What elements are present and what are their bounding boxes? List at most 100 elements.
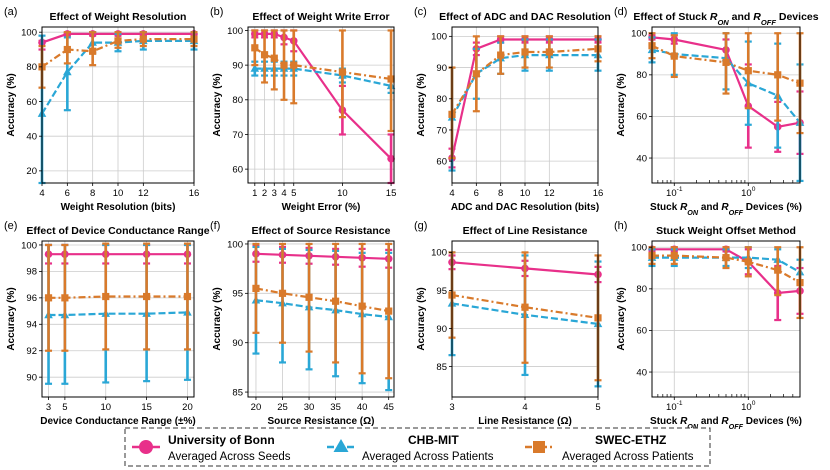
legend: University of Bonn Averaged Across Seeds… [124, 427, 711, 467]
panel-g: 85 90 95 100 3 4 5 (g) Effect of Line Resistance… [414, 220, 603, 427]
text-part: Effect of Stuck [633, 11, 709, 23]
y-tick-label: 40 [636, 153, 647, 164]
y-axis-label: Accuracy (%) [616, 287, 627, 350]
text-part: Stuck Weight Offset Method [656, 225, 796, 237]
x-axis-label: Weight Resolution (bits) [61, 202, 176, 213]
x-axis-label: Line Resistance (Ω) [478, 416, 572, 427]
text-part: Stuck [650, 202, 680, 213]
data-point-swec [472, 70, 480, 78]
x-axis-label: Stuck RON and ROFF Devices (%) [650, 202, 802, 217]
math-subscript: ON [717, 18, 729, 27]
y-axis-label: Accuracy (%) [6, 73, 17, 136]
data-point-bonn [387, 154, 395, 163]
math-subscript: OFF [729, 422, 744, 431]
data-point-swec [722, 58, 730, 66]
y-axis-label: Accuracy (%) [212, 73, 223, 136]
text-part: Device Conductance Range (±%) [40, 416, 196, 427]
x-tick-label: 8 [90, 188, 95, 199]
x-tick-label: 2 [262, 188, 267, 199]
panel-label: (b) [210, 6, 223, 18]
plot-frame [651, 26, 801, 184]
text-part: Devices (%) [743, 416, 802, 427]
y-tick-label: 100 [431, 32, 447, 43]
y-tick-label: 90 [232, 338, 243, 349]
y-axis-label: Accuracy (%) [6, 287, 17, 350]
series-line-bonn [255, 252, 389, 260]
y-tick-label: 100 [227, 239, 243, 250]
panel-title: Effect of ADC and DAC Resolution [439, 11, 611, 23]
panel-label: (g) [414, 220, 427, 232]
x-tick-label: 12 [138, 188, 149, 199]
text-part: Effect of Device Conductance Range [26, 225, 209, 237]
data-point-swec [280, 61, 288, 69]
series-line-swec [48, 295, 188, 299]
math-symbol: R [710, 11, 718, 23]
y-tick-label: 90 [436, 63, 447, 74]
plot-frame [651, 240, 801, 398]
data-point-swec [61, 294, 69, 302]
panel-a: 20 40 60 80 100 4 6 8 10 12 16 (a) Effect of Weight … [4, 6, 199, 213]
data-point-swec [114, 37, 122, 45]
y-tick-label: 80 [232, 95, 243, 106]
y-tick-label: 80 [636, 284, 647, 295]
y-tick-label: 100 [631, 243, 647, 254]
x-tick-label: 35 [330, 402, 341, 413]
data-point-swec [521, 48, 529, 56]
series-swec [252, 242, 393, 380]
y-tick-label: 100 [21, 240, 37, 251]
data-point-swec [63, 45, 71, 54]
text-part: Effect of ADC and DAC Resolution [439, 11, 611, 23]
x-axis-label: Stuck RON and ROFF Devices (%) [650, 416, 802, 431]
text-part: Source Resistance (Ω) [268, 416, 375, 427]
x-tick-label: 1 [252, 188, 257, 199]
x-tick-label: 3 [46, 402, 51, 413]
x-tick-label: 10-1 [666, 186, 683, 199]
x-tick-label: 25 [277, 402, 288, 413]
panel-title: Stuck Weight Offset Method [656, 225, 796, 237]
data-point-swec [385, 307, 393, 315]
y-tick-label: 90 [26, 372, 37, 383]
series-chb [251, 245, 393, 392]
series-line-chb [651, 48, 801, 124]
data-point-chb [63, 67, 72, 76]
text-part: Devices (%) [743, 202, 802, 213]
series-line-chb [255, 299, 389, 319]
x-tick-label: 100 [741, 186, 756, 199]
text-part: Line Resistance (Ω) [478, 416, 572, 427]
data-point-swec [497, 51, 505, 59]
text-part: Effect of Weight Resolution [50, 11, 187, 23]
x-tick-label: 5 [291, 188, 296, 199]
x-tick-label: 8 [498, 188, 503, 199]
x-tick-label: 40 [357, 402, 368, 413]
panel-e: 90 92 94 96 98 100 3 5 10 15 20 (e) Effect of Device… [4, 220, 210, 427]
text-part: and [729, 11, 754, 23]
y-tick-label: 80 [436, 94, 447, 105]
series-chb [44, 243, 192, 385]
legend-entry-swec: SWEC-ETHZ Averaged Across Patients [525, 433, 694, 463]
x-tick-label: 6 [474, 188, 479, 199]
legend-entry-chb: CHB-MIT Averaged Across Patients [327, 433, 494, 463]
y-tick-label: 60 [26, 97, 37, 108]
panel-title: Effect of Stuck RON and ROFF Devices [633, 11, 818, 27]
x-tick-label: 10 [520, 188, 531, 199]
legend-name-chb: CHB-MIT [408, 433, 459, 447]
series-bonn [252, 244, 393, 269]
data-point-swec [387, 75, 395, 83]
data-point-swec [774, 266, 782, 274]
series-swec [648, 32, 804, 135]
data-point-swec [143, 292, 151, 301]
x-tick-label: 16 [189, 188, 200, 199]
tick-base: 10 [666, 402, 677, 413]
series-line-chb [48, 311, 188, 317]
x-axis-label: Device Conductance Range (±%) [40, 416, 196, 427]
tick-exponent: -1 [677, 186, 683, 193]
y-tick-label: 100 [431, 248, 447, 259]
panel-title: Effect of Weight Resolution [50, 11, 187, 23]
data-point-swec [139, 35, 147, 43]
math-subscript: ON [687, 422, 699, 431]
data-point-swec [102, 292, 110, 301]
data-point-swec [278, 289, 287, 297]
text-part: Effect of Line Resistance [463, 225, 588, 237]
data-point-swec [722, 254, 730, 262]
